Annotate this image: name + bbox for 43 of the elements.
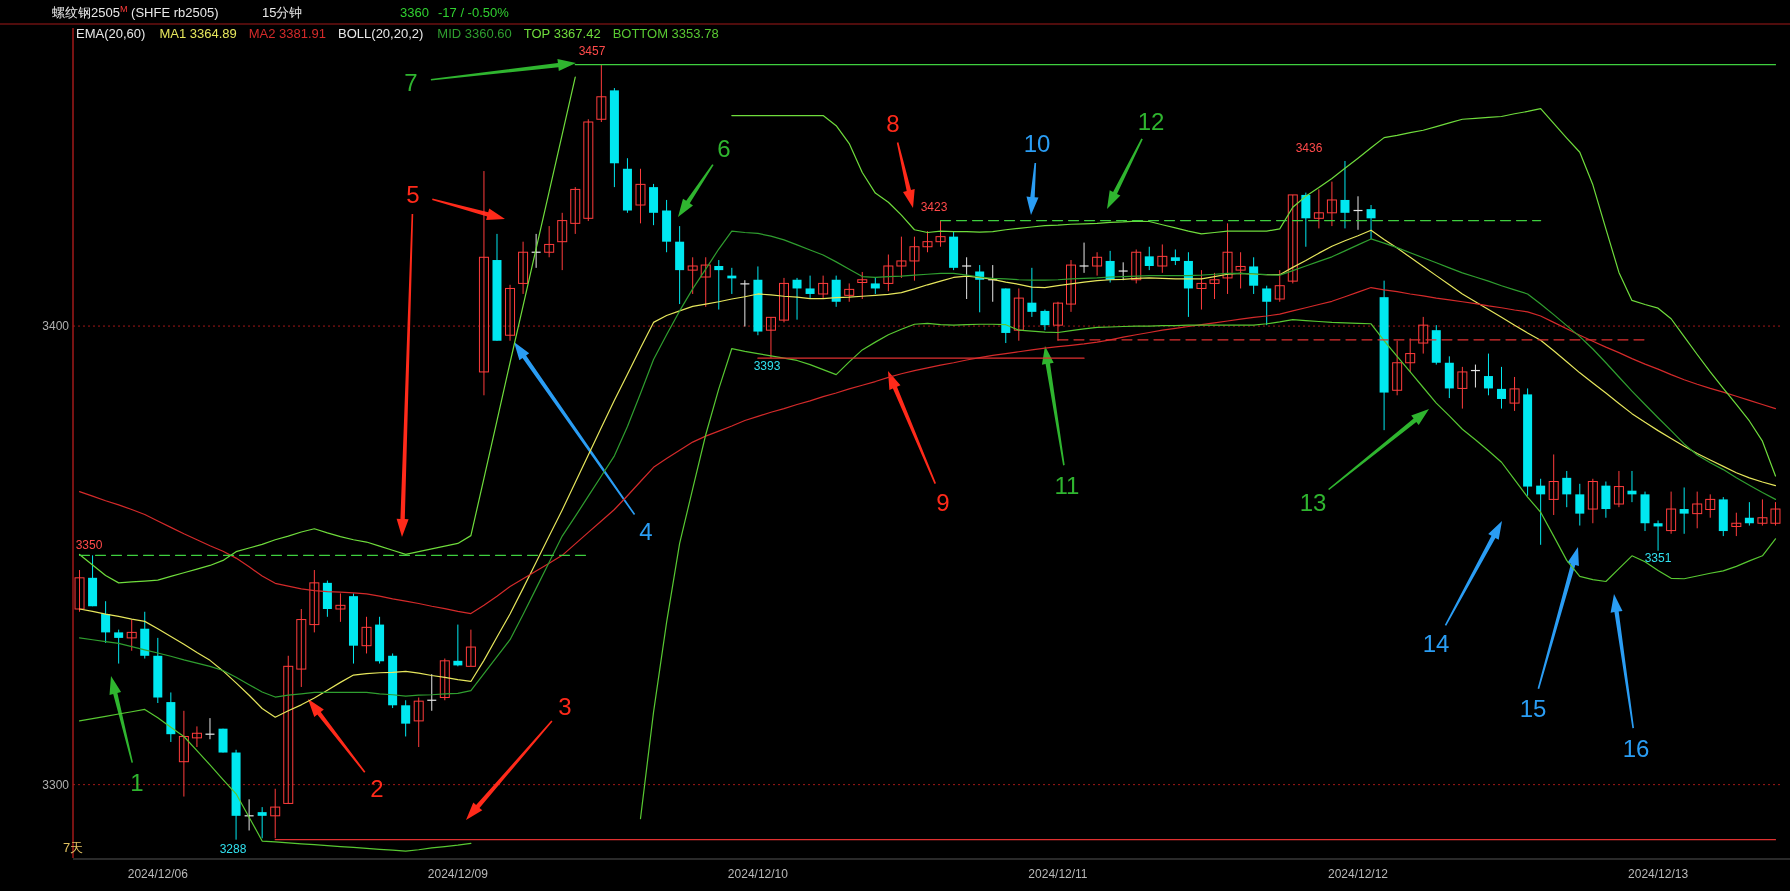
- annotation: 13: [1299, 489, 1327, 516]
- annotation: 3423: [920, 200, 948, 214]
- y-tick-label: 3300: [42, 777, 70, 792]
- annotation: 14: [1422, 630, 1450, 657]
- x-tick-label: 2024/12/12: [1327, 867, 1389, 881]
- annotation: BOLL(20,20,2): [338, 26, 424, 41]
- annotation: 15: [1519, 695, 1547, 722]
- annotation: 3436: [1295, 141, 1323, 155]
- annotation: 4: [639, 518, 653, 545]
- x-tick-label: 2024/12/10: [727, 867, 789, 881]
- annotation: 3350: [75, 538, 103, 552]
- annotation: 3393: [753, 359, 781, 373]
- x-tick-label: 2024/12/06: [127, 867, 189, 881]
- annotation: 7: [404, 69, 418, 96]
- text: MA2 3381.91: [248, 26, 327, 41]
- annotation: 3351: [1644, 551, 1672, 565]
- annotation: 2: [370, 775, 384, 802]
- annotation: 10: [1023, 130, 1051, 157]
- x-tick-label: 2024/12/11: [1028, 867, 1088, 881]
- annotation: 8: [886, 110, 900, 137]
- y-tick-label: 3400: [42, 319, 70, 334]
- annotation: 1: [130, 769, 144, 796]
- annotation: 9: [936, 489, 950, 516]
- text: TOP 3367.42: [523, 26, 601, 41]
- annotation: 3: [558, 693, 572, 720]
- text: MA1 3364.89: [159, 26, 237, 41]
- annotation: 7天: [63, 840, 84, 855]
- text: MID 3360.60: [437, 26, 512, 41]
- annotation: EMA(20,60): [76, 26, 146, 41]
- text: -17 / -0.50%: [438, 5, 510, 20]
- annotation: 6: [717, 135, 731, 162]
- x-tick-label: 2024/12/09: [427, 867, 489, 881]
- x-tick-label: 2024/12/13: [1628, 867, 1689, 881]
- annotation: 3288: [219, 842, 247, 856]
- annotation: 16: [1622, 735, 1650, 762]
- text: 3360: [400, 5, 429, 20]
- text: 15分钟: [262, 5, 303, 20]
- annotation: 5: [406, 181, 420, 208]
- text: BOTTOM 3353.78: [612, 26, 719, 41]
- annotation: 12: [1137, 108, 1165, 135]
- annotation: 3457: [578, 44, 606, 58]
- annotation: 11: [1054, 472, 1080, 499]
- chart-title: 螺纹钢2505$^{M}$ (SHFE rb2505): [52, 4, 219, 20]
